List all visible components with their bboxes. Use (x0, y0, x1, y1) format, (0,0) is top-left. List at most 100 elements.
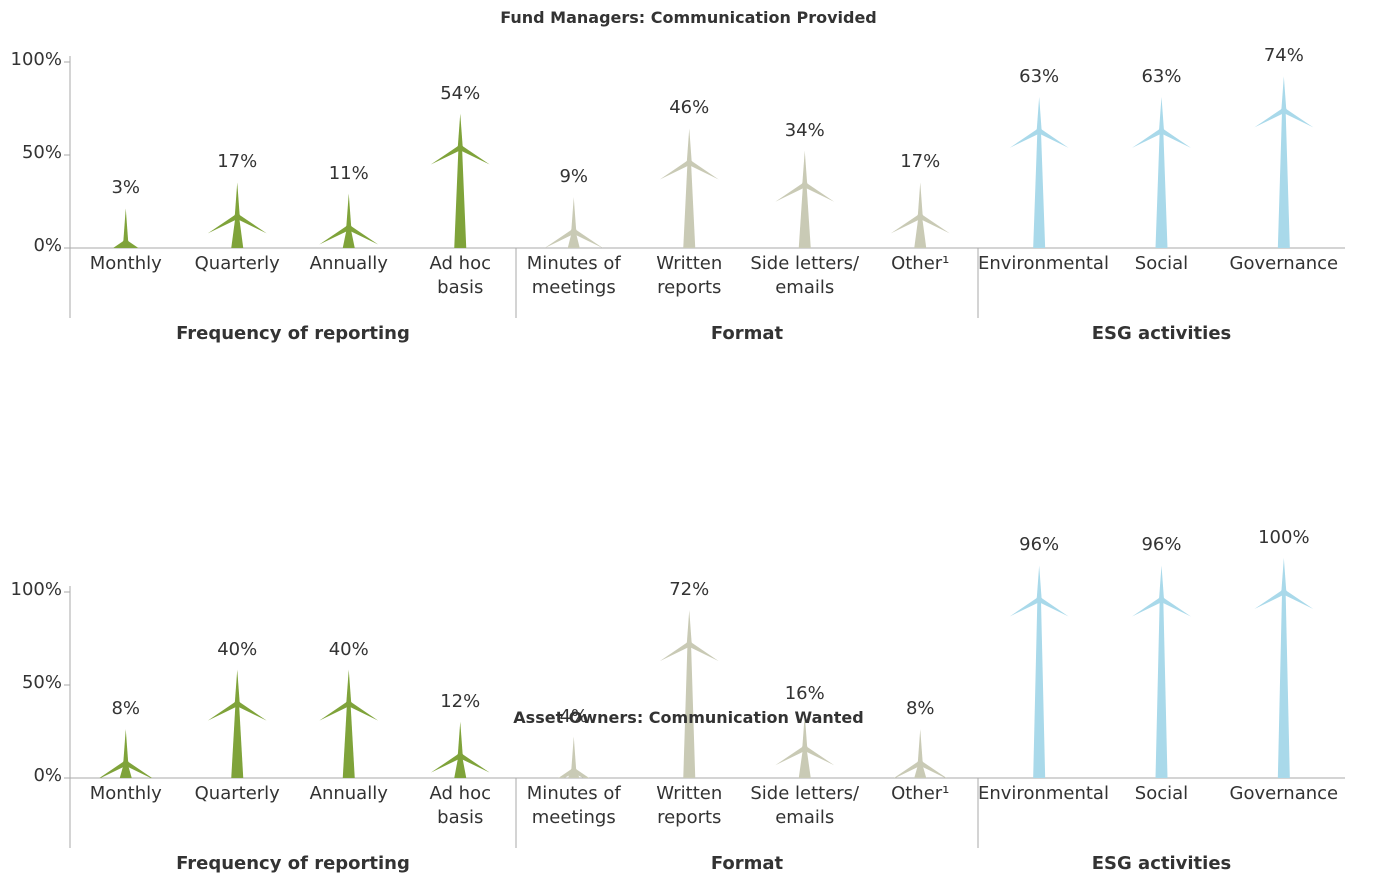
hub (122, 760, 129, 767)
x-tick-label: Environmental (978, 253, 1109, 274)
y-tick-label: 0% (33, 235, 62, 256)
rotor (1009, 565, 1069, 617)
hub (801, 745, 808, 752)
blade (234, 669, 240, 704)
turbine-tower (1277, 110, 1290, 248)
blade (236, 214, 267, 234)
rotor (1254, 76, 1314, 128)
turbine-tower (454, 147, 467, 248)
y-tick-label: 0% (33, 765, 62, 786)
blade (1282, 108, 1314, 128)
blade (1160, 128, 1191, 148)
blade (346, 669, 352, 704)
x-tick-label: Annually (309, 253, 388, 274)
hub (234, 700, 241, 707)
hub (570, 767, 577, 774)
x-tick-label: Ad hoc basis (429, 253, 491, 298)
blade (688, 641, 719, 662)
x-tick-label: Minutes of meetings (526, 783, 621, 828)
y-tick-label: 50% (21, 142, 62, 163)
value-label: 9% (559, 166, 589, 188)
blade (802, 714, 808, 749)
blade (207, 701, 239, 721)
blade (207, 214, 239, 234)
hub (1158, 127, 1165, 134)
x-tick-label: Written reports (656, 783, 723, 828)
blade (802, 150, 808, 185)
rotor (319, 193, 379, 245)
blade (1037, 597, 1069, 617)
value-label: 11% (328, 162, 369, 184)
value-label: 72% (669, 579, 710, 601)
turbine-tower (914, 216, 927, 248)
value-label: 17% (900, 151, 941, 173)
value-label: 46% (669, 97, 710, 119)
hub (345, 700, 352, 707)
value-label: 8% (111, 698, 141, 720)
blade (686, 128, 692, 163)
turbine-tower (119, 763, 132, 778)
blade (775, 746, 806, 766)
hub (234, 213, 241, 220)
blade (544, 229, 575, 248)
hub (801, 181, 808, 188)
turbine-tower (1277, 592, 1290, 778)
turbine-tower (231, 703, 244, 778)
turbine-tower (1155, 130, 1168, 248)
group-label: ESG activities (1091, 323, 1232, 344)
hub (1036, 127, 1043, 134)
group-label: Frequency of reporting (176, 853, 410, 874)
hub (1158, 596, 1165, 603)
blade (803, 746, 835, 766)
turbine-tower (798, 748, 811, 778)
rotor (775, 714, 835, 766)
blade (1254, 108, 1286, 128)
rotor (893, 729, 947, 778)
blade (1036, 565, 1042, 600)
blade (319, 701, 350, 721)
rotor (207, 669, 267, 721)
hub (917, 760, 924, 767)
y-tick-label: 100% (10, 49, 62, 70)
rotor (99, 729, 153, 778)
blade (430, 753, 462, 773)
value-label: 40% (328, 638, 369, 660)
value-label: 63% (1019, 65, 1060, 87)
value-label: 12% (440, 690, 481, 712)
y-tick-label: 100% (10, 579, 62, 600)
rotor (207, 182, 267, 234)
blade (124, 760, 153, 778)
hub (457, 144, 464, 151)
group-label: Format (710, 323, 784, 344)
turbine-tower (1033, 130, 1046, 248)
rotor (1009, 96, 1069, 148)
rotor (319, 669, 379, 721)
blade (572, 229, 603, 248)
x-tick-label: Governance (1229, 783, 1339, 804)
hub (457, 752, 464, 759)
blade (346, 193, 352, 228)
blade (457, 113, 463, 148)
blade (688, 160, 719, 180)
turbine-tower (231, 216, 244, 248)
blade (1282, 589, 1314, 609)
turbine-tower (683, 162, 696, 248)
rotor (558, 736, 590, 778)
blade (1036, 96, 1042, 131)
rotor (659, 128, 719, 180)
rotor (113, 208, 139, 248)
value-label: 96% (1019, 534, 1060, 556)
rotor (430, 721, 490, 773)
hub (686, 159, 693, 166)
blade (571, 197, 577, 232)
x-tick-label: Other¹ (891, 783, 950, 804)
blade (571, 736, 577, 771)
hub (1280, 107, 1287, 114)
rotor (1132, 565, 1191, 617)
chart-title: Fund Managers: Communication Provided (500, 8, 877, 27)
x-tick-label: Governance (1229, 253, 1339, 274)
x-tick-label: Annually (309, 783, 388, 804)
blade (430, 145, 462, 165)
